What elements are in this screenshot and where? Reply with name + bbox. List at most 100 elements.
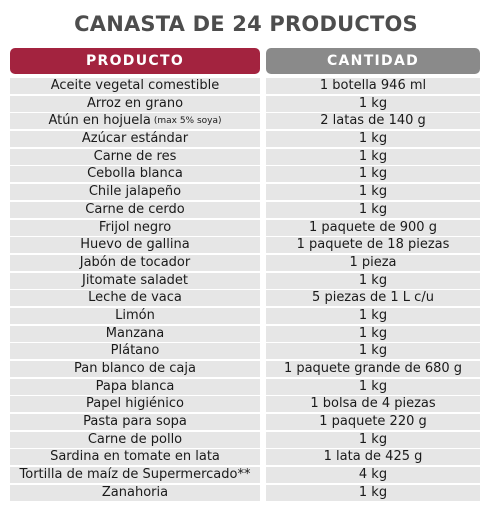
quantity-cell: 1 kg <box>266 484 480 501</box>
producto-column-header: PRODUCTO <box>10 48 260 74</box>
product-name: Papa blanca <box>95 378 175 394</box>
quantity-cell: 1 lata de 425 g <box>266 449 480 466</box>
product-name-cell: Pasta para sopa <box>10 414 260 431</box>
quantity-cell: 5 piezas de 1 L c/u <box>266 290 480 307</box>
product-name: Sardina en tomate en lata <box>50 449 220 465</box>
quantity-cell: 1 bolsa de 4 piezas <box>266 396 480 413</box>
quantity-cell: 1 kg <box>266 307 480 324</box>
product-name-cell: Azúcar estándar <box>10 131 260 148</box>
page-title: CANASTA DE 24 PRODUCTOS <box>74 12 418 36</box>
product-name-cell: Atún en hojuela (max 5% soya) <box>10 113 260 130</box>
product-name: Papel higiénico <box>86 396 184 412</box>
product-name: Jabón de tocador <box>79 254 191 270</box>
product-name-cell: Zanahoria <box>10 484 260 501</box>
product-name: Atún en hojuela <box>48 113 151 129</box>
table-row: Azúcar estándar 1 kg <box>10 131 480 148</box>
product-name-cell: Chile jalapeño <box>10 184 260 201</box>
quantity-cell: 1 kg <box>266 431 480 448</box>
product-name: Tortilla de maíz de Supermercado** <box>19 467 251 483</box>
table-row: Frijol negro 1 paquete de 900 g <box>10 219 480 236</box>
table-row: Papel higiénico 1 bolsa de 4 piezas <box>10 396 480 413</box>
table-row: Carne de cerdo 1 kg <box>10 201 480 218</box>
table-row: Sardina en tomate en lata 1 lata de 425 g <box>10 449 480 466</box>
product-name: Carne de pollo <box>87 431 183 447</box>
quantity-cell: 1 kg <box>266 343 480 360</box>
table-row: Leche de vaca 5 piezas de 1 L c/u <box>10 290 480 307</box>
quantity-cell: 1 kg <box>266 272 480 289</box>
product-name: Leche de vaca <box>88 290 182 306</box>
quantity-cell: 1 botella 946 ml <box>266 78 480 94</box>
product-name: Azúcar estándar <box>81 131 189 147</box>
product-name: Jitomate saladet <box>81 272 189 288</box>
table-row: Carne de pollo 1 kg <box>10 431 480 448</box>
product-name-cell: Leche de vaca <box>10 290 260 307</box>
quantity-cell: 1 paquete de 900 g <box>266 219 480 236</box>
table-row: Manzana 1 kg <box>10 325 480 342</box>
table-row: Huevo de gallina 1 paquete de 18 piezas <box>10 237 480 254</box>
product-name-cell: Plátano <box>10 343 260 360</box>
product-name-cell: Frijol negro <box>10 219 260 236</box>
table-row: Zanahoria 1 kg <box>10 484 480 501</box>
table-row: Pan blanco de caja 1 paquete grande de 68… <box>10 361 480 377</box>
quantity-cell: 1 kg <box>266 325 480 342</box>
product-name-cell: Arroz en grano <box>10 95 260 112</box>
product-name-cell: Pan blanco de caja <box>10 361 260 377</box>
product-name: Arroz en grano <box>86 95 184 111</box>
quantity-cell: 1 kg <box>266 166 480 183</box>
product-name-cell: Papel higiénico <box>10 396 260 413</box>
quantity-cell: 2 latas de 140 g <box>266 113 480 130</box>
table-row: Tortilla de maíz de Supermercado** 4 kg <box>10 467 480 484</box>
product-name: Manzana <box>105 325 165 341</box>
quantity-cell: 1 paquete grande de 680 g <box>266 361 480 377</box>
product-name-cell: Jabón de tocador <box>10 254 260 271</box>
table-row: Cebolla blanca 1 kg <box>10 166 480 183</box>
product-name: Huevo de gallina <box>80 237 190 253</box>
table-row: Papa blanca 1 kg <box>10 378 480 395</box>
product-name-cell: Manzana <box>10 325 260 342</box>
product-table: Aceite vegetal comestible 1 botella 946 m… <box>10 78 480 503</box>
table-row: Carne de res 1 kg <box>10 148 480 165</box>
product-name: Carne de res <box>93 148 177 164</box>
product-name: Chile jalapeño <box>88 184 182 200</box>
product-name: Aceite vegetal comestible <box>50 78 220 93</box>
table-row: Jabón de tocador 1 pieza <box>10 254 480 271</box>
quantity-cell: 1 kg <box>266 378 480 395</box>
table-row: Arroz en grano 1 kg <box>10 95 480 112</box>
table-row: Chile jalapeño 1 kg <box>10 184 480 201</box>
product-name-cell: Tortilla de maíz de Supermercado** <box>10 467 260 484</box>
table-row: Atún en hojuela (max 5% soya) 2 latas de 1… <box>10 113 480 130</box>
product-note: (max 5% soya) <box>153 116 222 127</box>
product-name-cell: Carne de pollo <box>10 431 260 448</box>
quantity-cell: 1 kg <box>266 148 480 165</box>
product-name: Plátano <box>110 343 160 359</box>
quantity-cell: 1 paquete de 18 piezas <box>266 237 480 254</box>
table-row: Plátano 1 kg <box>10 343 480 360</box>
product-name: Pan blanco de caja <box>74 361 196 376</box>
product-name-cell: Aceite vegetal comestible <box>10 78 260 94</box>
product-name-cell: Carne de res <box>10 148 260 165</box>
product-name: Pasta para sopa <box>83 414 187 430</box>
product-name: Frijol negro <box>98 219 172 235</box>
product-name-cell: Carne de cerdo <box>10 201 260 218</box>
table-row: Pasta para sopa 1 paquete 220 g <box>10 414 480 431</box>
quantity-cell: 1 kg <box>266 95 480 112</box>
product-name-cell: Cebolla blanca <box>10 166 260 183</box>
quantity-cell: 1 paquete 220 g <box>266 414 480 431</box>
cantidad-column-header: CANTIDAD <box>266 48 480 74</box>
product-name: Limón <box>115 307 155 323</box>
quantity-cell: 4 kg <box>266 467 480 484</box>
table-row: Aceite vegetal comestible 1 botella 946 m… <box>10 78 480 94</box>
product-name: Cebolla blanca <box>87 166 183 182</box>
quantity-cell: 1 kg <box>266 201 480 218</box>
product-name-cell: Papa blanca <box>10 378 260 395</box>
product-name-cell: Sardina en tomate en lata <box>10 449 260 466</box>
table-row: Jitomate saladet 1 kg <box>10 272 480 289</box>
product-name: Zanahoria <box>101 484 169 500</box>
product-name-cell: Limón <box>10 307 260 324</box>
quantity-cell: 1 kg <box>266 184 480 201</box>
product-name-cell: Huevo de gallina <box>10 237 260 254</box>
table-row: Limón 1 kg <box>10 307 480 324</box>
product-name: Carne de cerdo <box>85 201 185 217</box>
product-name-cell: Jitomate saladet <box>10 272 260 289</box>
quantity-cell: 1 pieza <box>266 254 480 271</box>
